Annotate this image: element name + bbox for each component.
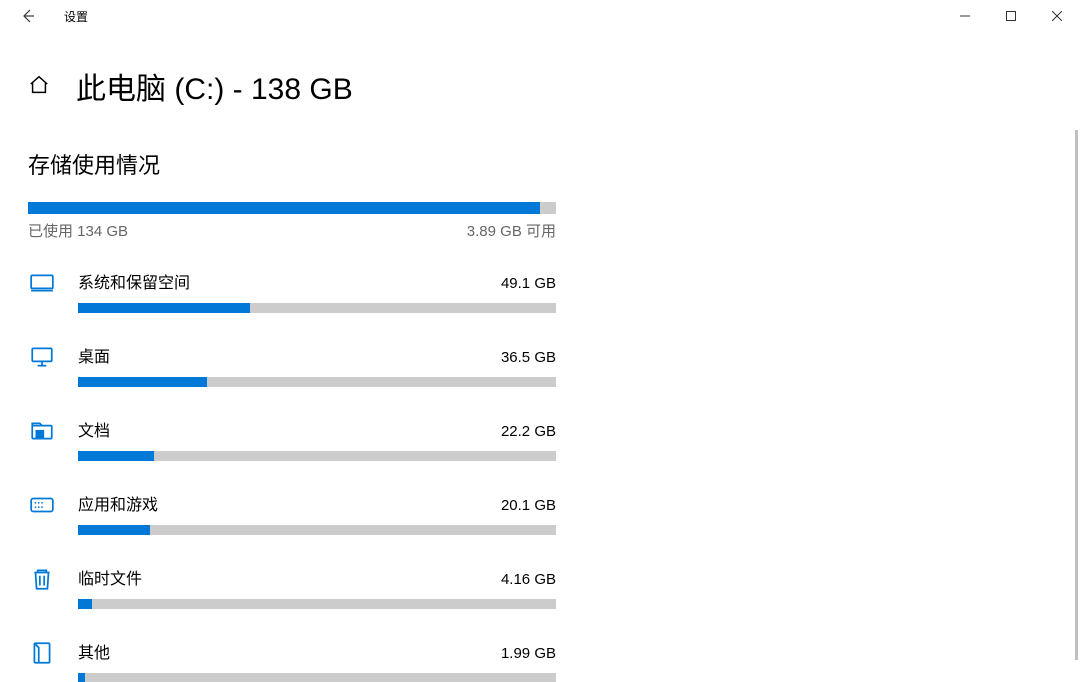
category-size: 49.1 GB xyxy=(501,275,556,292)
category-other[interactable]: 其他 1.99 GB xyxy=(28,639,556,682)
category-bar-fill xyxy=(78,525,150,535)
back-button[interactable] xyxy=(12,0,44,32)
window-title: 设置 xyxy=(64,8,88,25)
category-header: 应用和游戏 20.1 GB xyxy=(78,491,556,515)
category-size: 36.5 GB xyxy=(501,349,556,366)
category-bar-fill xyxy=(78,377,207,387)
category-header: 其他 1.99 GB xyxy=(78,639,556,663)
scrollbar[interactable] xyxy=(1075,130,1078,660)
category-documents[interactable]: 文档 22.2 GB xyxy=(28,417,556,461)
category-size: 20.1 GB xyxy=(501,497,556,514)
free-label: 3.89 GB 可用 xyxy=(467,220,556,241)
category-bar xyxy=(78,451,556,461)
maximize-button[interactable] xyxy=(988,0,1034,32)
maximize-icon xyxy=(1006,11,1016,21)
category-name: 应用和游戏 xyxy=(78,491,158,515)
desktop-icon xyxy=(28,343,56,371)
page-header: 此电脑 (C:) - 138 GB xyxy=(28,64,1052,108)
content-area: 此电脑 (C:) - 138 GB 存储使用情况 已使用 134 GB 3.89… xyxy=(0,32,1080,682)
category-desktop[interactable]: 桌面 36.5 GB xyxy=(28,343,556,387)
category-body: 其他 1.99 GB xyxy=(78,639,556,682)
category-size: 22.2 GB xyxy=(501,423,556,440)
category-body: 临时文件 4.16 GB xyxy=(78,565,556,609)
category-header: 桌面 36.5 GB xyxy=(78,343,556,367)
minimize-button[interactable] xyxy=(942,0,988,32)
section-title: 存储使用情况 xyxy=(28,148,556,180)
category-name: 系统和保留空间 xyxy=(78,269,190,293)
category-bar-fill xyxy=(78,673,85,682)
category-size: 4.16 GB xyxy=(501,571,556,588)
overall-labels: 已使用 134 GB 3.89 GB 可用 xyxy=(28,220,556,241)
other-icon xyxy=(28,639,56,667)
titlebar: 设置 xyxy=(0,0,1080,32)
category-temp[interactable]: 临时文件 4.16 GB xyxy=(28,565,556,609)
category-name: 桌面 xyxy=(78,343,110,367)
category-bar xyxy=(78,303,556,313)
category-body: 桌面 36.5 GB xyxy=(78,343,556,387)
category-bar-fill xyxy=(78,303,250,313)
category-bar xyxy=(78,599,556,609)
back-arrow-icon xyxy=(20,8,36,24)
category-header: 文档 22.2 GB xyxy=(78,417,556,441)
category-system[interactable]: 系统和保留空间 49.1 GB xyxy=(28,269,556,313)
minimize-icon xyxy=(960,11,970,21)
category-body: 系统和保留空间 49.1 GB xyxy=(78,269,556,313)
category-header: 系统和保留空间 49.1 GB xyxy=(78,269,556,293)
storage-panel: 存储使用情况 已使用 134 GB 3.89 GB 可用 系统和保留空间 49.1… xyxy=(28,148,556,682)
category-header: 临时文件 4.16 GB xyxy=(78,565,556,589)
category-name: 临时文件 xyxy=(78,565,142,589)
page-title: 此电脑 (C:) - 138 GB xyxy=(76,64,353,108)
category-size: 1.99 GB xyxy=(501,645,556,662)
close-icon xyxy=(1052,11,1062,21)
category-bar xyxy=(78,377,556,387)
category-body: 文档 22.2 GB xyxy=(78,417,556,461)
temp-icon xyxy=(28,565,56,593)
documents-icon xyxy=(28,417,56,445)
category-apps[interactable]: 应用和游戏 20.1 GB xyxy=(28,491,556,535)
category-bar xyxy=(78,525,556,535)
category-bar xyxy=(78,673,556,682)
overall-usage-fill xyxy=(28,202,540,214)
overall-usage-bar xyxy=(28,202,556,214)
category-name: 其他 xyxy=(78,639,110,663)
window-controls xyxy=(942,0,1080,32)
category-bar-fill xyxy=(78,451,154,461)
system-icon xyxy=(28,269,56,297)
category-bar-fill xyxy=(78,599,92,609)
close-button[interactable] xyxy=(1034,0,1080,32)
apps-icon xyxy=(28,491,56,519)
home-icon[interactable] xyxy=(28,74,52,98)
used-label: 已使用 134 GB xyxy=(28,220,128,241)
category-list: 系统和保留空间 49.1 GB 桌面 36.5 GB 文档 22.2 GB 应用和游戏 20.… xyxy=(28,269,556,682)
category-body: 应用和游戏 20.1 GB xyxy=(78,491,556,535)
category-name: 文档 xyxy=(78,417,110,441)
